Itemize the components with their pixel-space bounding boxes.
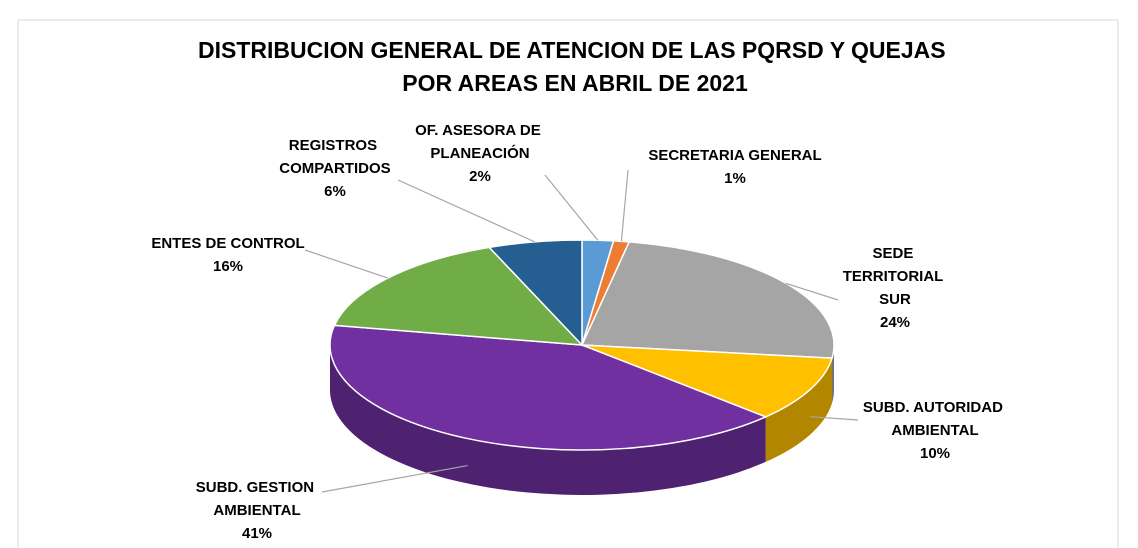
pie-side bbox=[330, 345, 766, 496]
pie-slice bbox=[580, 241, 835, 359]
pie-side bbox=[765, 358, 833, 462]
value-label: 2% bbox=[469, 168, 491, 185]
category-label: SUBD. GESTION AMBIENTAL bbox=[196, 479, 319, 519]
leader-line bbox=[544, 174, 599, 241]
leader-line bbox=[304, 249, 389, 279]
leader-line bbox=[620, 169, 629, 242]
category-label: SECRETARIA GENERAL bbox=[648, 147, 821, 164]
leader-line bbox=[809, 416, 859, 421]
pie-slice bbox=[333, 246, 584, 346]
pie-slice bbox=[581, 344, 834, 418]
value-label: 1% bbox=[724, 170, 746, 187]
category-label: SEDE TERRITORIAL SUR bbox=[843, 245, 947, 308]
category-label: REGISTROS COMPARTIDOS bbox=[279, 137, 390, 177]
leader-line bbox=[321, 464, 468, 493]
category-label: SUBD. AUTORIDAD AMBIENTAL bbox=[863, 399, 1007, 439]
value-label: 10% bbox=[920, 445, 950, 462]
value-label: 16% bbox=[213, 258, 243, 275]
value-label: 24% bbox=[880, 314, 910, 331]
chart-title: DISTRIBUCION GENERAL DE ATENCION DE LAS … bbox=[198, 37, 952, 96]
value-label: 41% bbox=[242, 525, 272, 542]
category-label: OF. ASESORA DE PLANEACIÓN bbox=[415, 122, 545, 162]
leader-line bbox=[785, 282, 839, 301]
pie-slice bbox=[329, 324, 768, 451]
pie-slice bbox=[487, 239, 583, 347]
pie-side bbox=[832, 345, 834, 404]
leader-line bbox=[397, 179, 536, 243]
value-label: 6% bbox=[324, 183, 346, 200]
category-label: ENTES DE CONTROL bbox=[151, 235, 304, 252]
